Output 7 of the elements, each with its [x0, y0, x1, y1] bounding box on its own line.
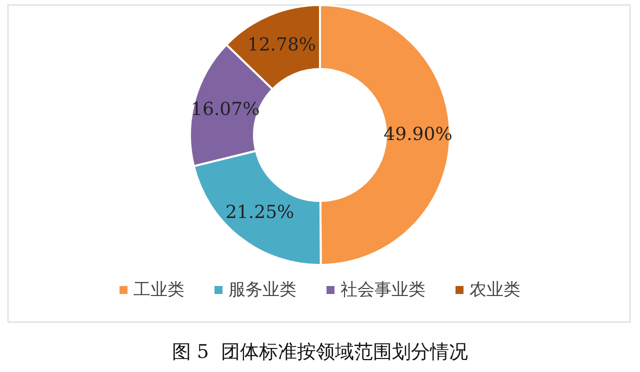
data-label: 12.78% — [247, 34, 316, 56]
legend-label: 服务业类 — [228, 280, 296, 300]
legend-label: 社会事业类 — [340, 280, 426, 300]
legend-label: 工业类 — [134, 280, 184, 300]
text: 图 5 团体标准按领域范围划分情况 — [172, 341, 468, 363]
legend-label: 农业类 — [470, 280, 520, 300]
data-label: 21.25% — [225, 202, 294, 223]
